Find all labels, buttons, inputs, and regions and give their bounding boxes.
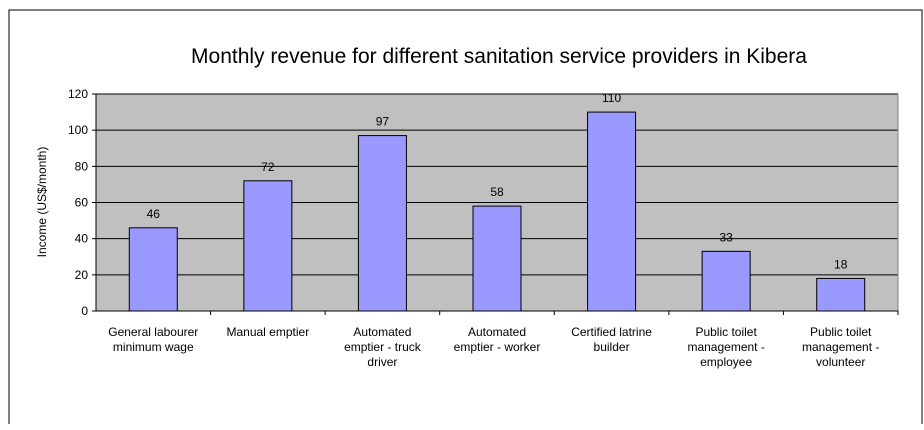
data-label: 72 (261, 160, 275, 174)
data-label: 18 (834, 257, 848, 271)
y-tick-label: 100 (68, 123, 88, 137)
bar (587, 111, 637, 312)
bar (357, 135, 407, 312)
x-tick-label: Manual emptier (226, 325, 309, 339)
x-tick-label: Public toilet management -employee (687, 325, 764, 369)
data-label: 58 (490, 185, 504, 199)
chart-title: Monthly revenue for different sanitation… (191, 45, 807, 68)
data-label: 46 (147, 207, 161, 221)
x-tick-label: Automated emptier - truck driver (344, 325, 422, 369)
bar (816, 277, 866, 312)
y-tick-label: 20 (75, 268, 89, 282)
x-tick-label: Certified latrine builder (571, 325, 652, 354)
data-label: 110 (602, 91, 621, 105)
chart-frame (8, 9, 923, 424)
bar (243, 180, 293, 312)
x-tick-label: General labourer minimum wage (108, 325, 198, 354)
y-tick-label: 60 (75, 196, 89, 210)
bar (472, 205, 522, 312)
x-tick-label: Public toilet management -volunteer (802, 325, 879, 369)
y-tick-label: 40 (75, 232, 89, 246)
plot-area: 0 20 40 60 80 100 120 46 General labourer minimum… (68, 87, 899, 369)
x-tick-label: Automated emptier - worker (454, 325, 541, 354)
y-tick-label: 80 (75, 159, 89, 173)
bar (701, 250, 751, 312)
bar (128, 227, 178, 312)
y-tick-label: 120 (68, 87, 88, 101)
y-axis-label: Income (US$/month) (35, 147, 49, 258)
data-label: 33 (719, 230, 733, 244)
data-label: 97 (376, 115, 390, 129)
y-tick-label: 0 (81, 304, 88, 318)
